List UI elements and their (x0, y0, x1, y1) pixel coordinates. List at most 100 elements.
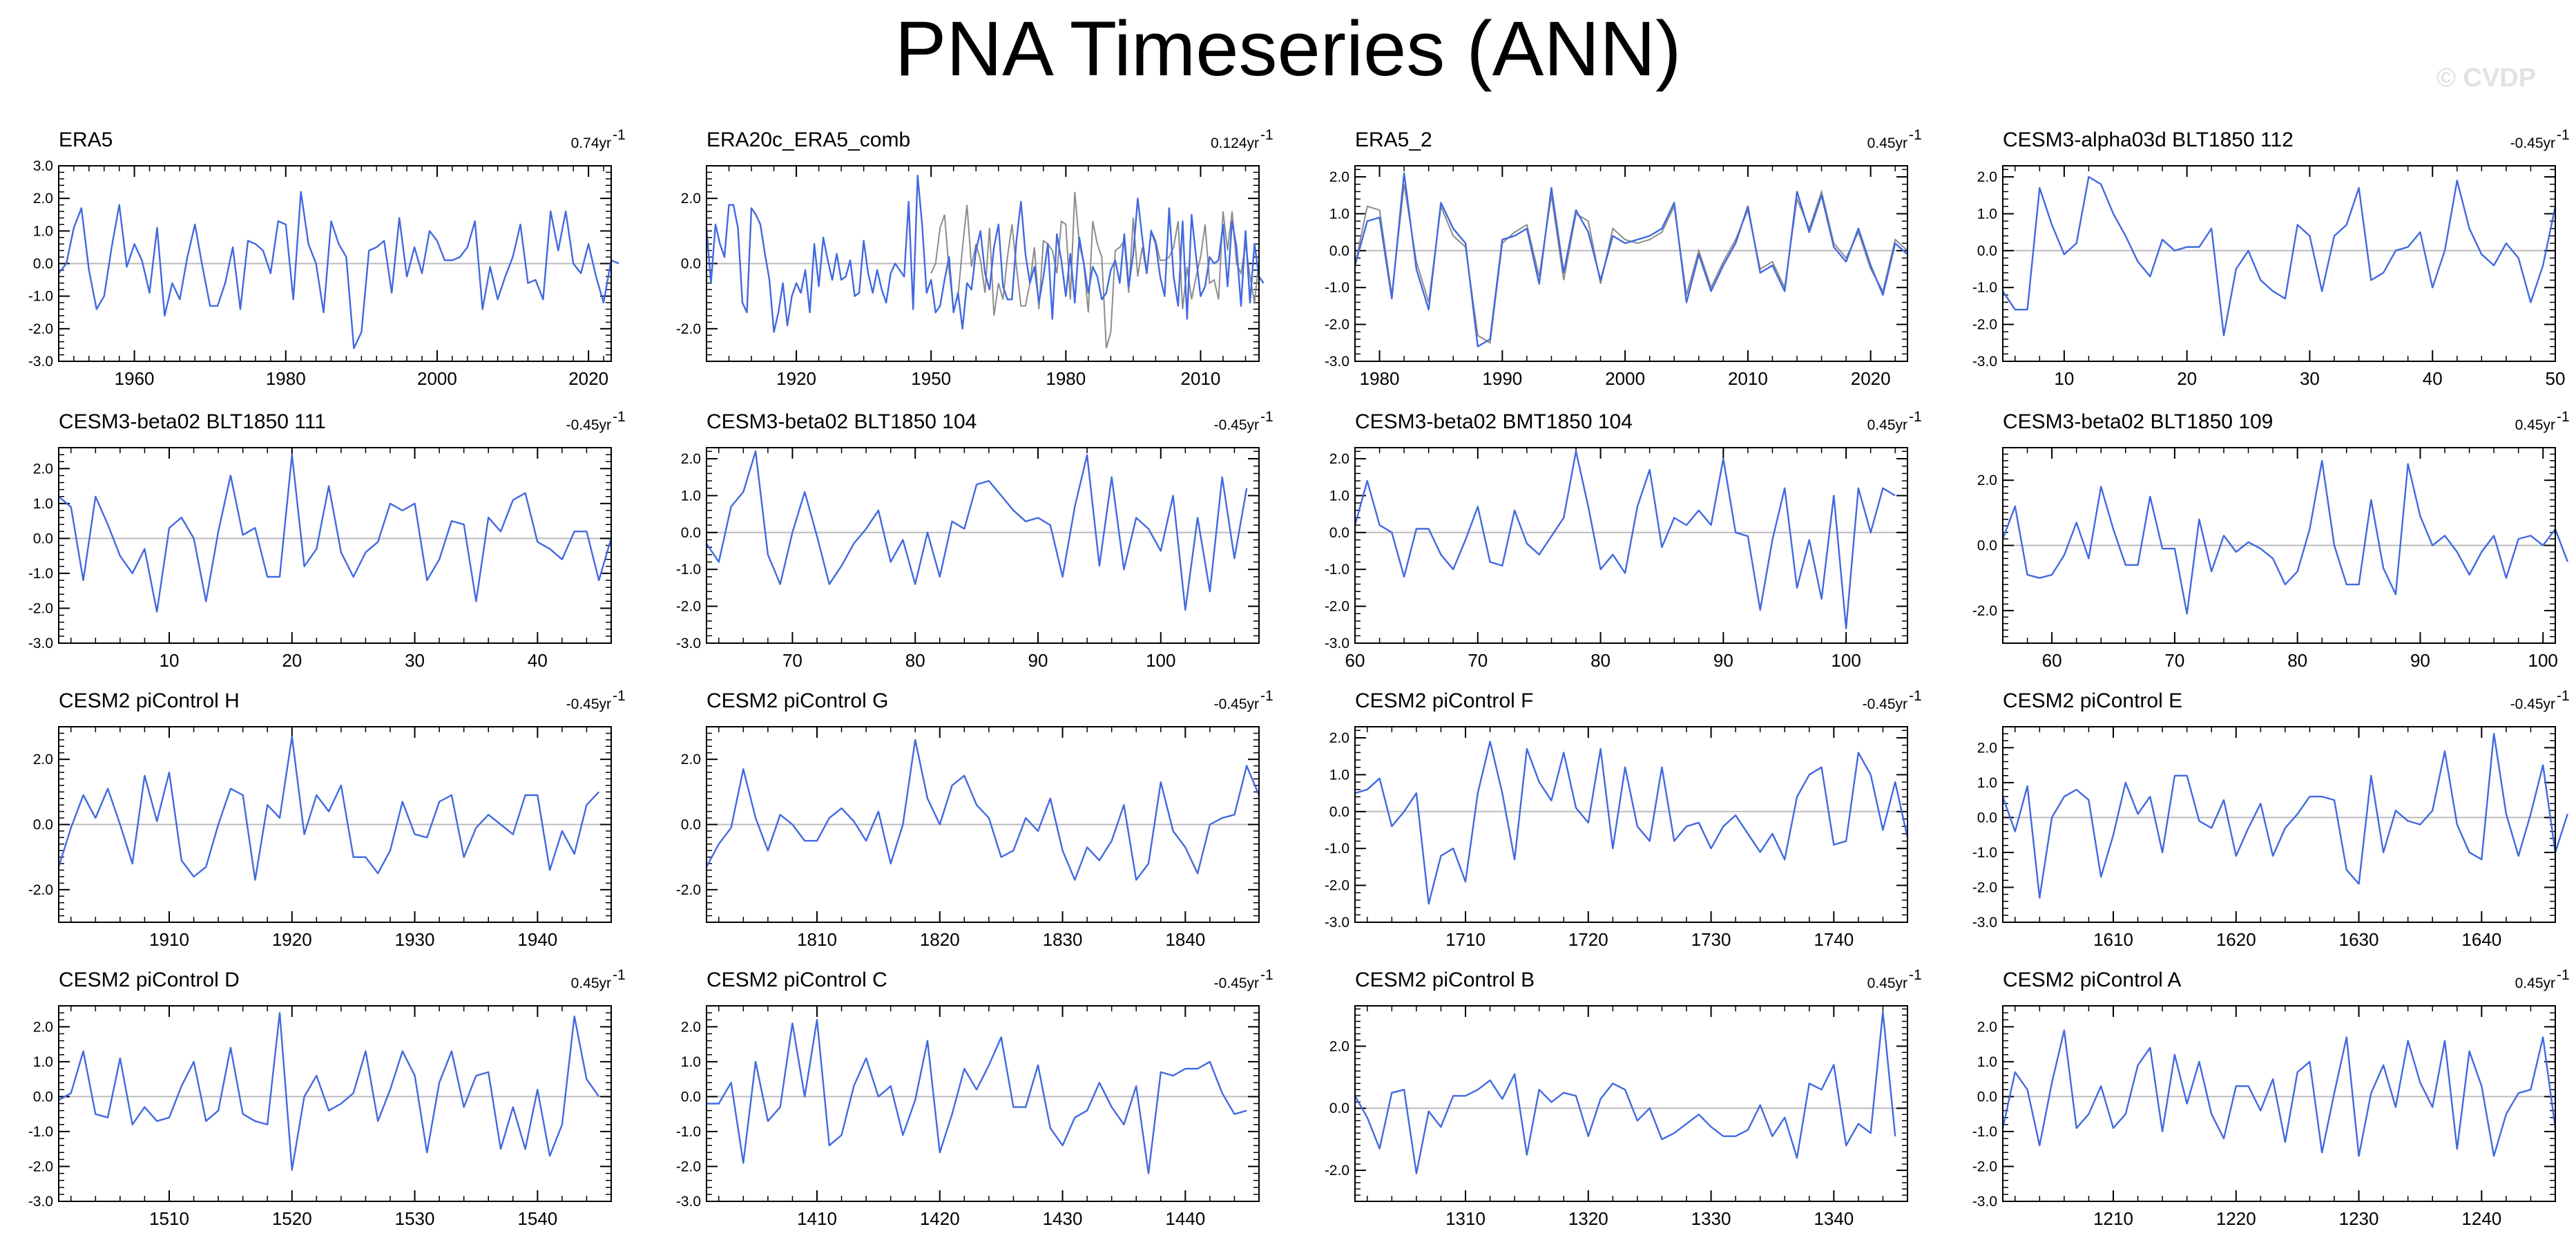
x-tick-label: 1640 (2461, 929, 2501, 950)
y-tick-label: 0.0 (33, 531, 53, 546)
trend-exponent: -1 (2557, 688, 2570, 704)
plot-frame (706, 726, 1260, 923)
x-tick-label: 80 (1590, 650, 1611, 671)
y-tick-label: 0.0 (1329, 1100, 1349, 1116)
y-tick-label: 2.0 (1977, 740, 1997, 756)
y-tick-label: 0.0 (1977, 538, 1997, 554)
panel-title: ERA5 (59, 128, 113, 151)
x-tick-label: 70 (2164, 650, 2184, 671)
y-tick-label: -2.0 (1972, 317, 1997, 333)
panel-13: CESM2 piControl C -0.45yr-1 2.0 1.0 0.0 -1.0 -… (676, 967, 1273, 1229)
x-tick-label: 90 (1028, 650, 1048, 671)
y-tick-label: -2.0 (1972, 879, 1997, 895)
y-tick-label: -2.0 (28, 1159, 53, 1174)
x-tick-label: 1240 (2461, 1208, 2501, 1229)
y-tick-label: 0.0 (681, 817, 701, 833)
trend-exponent: -1 (1260, 688, 1273, 704)
trend-exponent: -1 (1909, 409, 1922, 425)
panel-0: ERA5 0.74yr-1 3.0 2.0 1.0 0.0 -1.0 -2.0 -3.0 1960… (28, 127, 626, 389)
x-tick-label: 1310 (1445, 1208, 1486, 1229)
x-tick-label: 1540 (517, 1208, 557, 1229)
y-tick-label: 0.0 (681, 525, 701, 541)
pna-series-line (2002, 175, 2557, 336)
panel-9: CESM2 piControl G -0.45yr-1 2.0 0.0 -2.0 1810… (676, 688, 1273, 950)
panel-title: CESM3-beta02 BLT1850 104 (707, 410, 977, 433)
panel-title: ERA5_2 (1355, 128, 1432, 151)
x-tick-label: 80 (2287, 650, 2307, 671)
y-tick-label: 1.0 (33, 223, 53, 239)
y-tick-label: -3.0 (1972, 354, 1997, 370)
panel-10: CESM2 piControl F -0.45yr-1 2.0 1.0 0.0 -1.0 -… (1325, 688, 1922, 950)
y-tick-label: 2.0 (33, 461, 53, 477)
y-tick-label: -2.0 (676, 599, 701, 615)
cvdp-watermark: © CVDP (2436, 64, 2537, 93)
panel-trend: -0.45yr (566, 417, 611, 433)
plot-frame (706, 165, 1260, 362)
y-tick-label: -1.0 (1325, 280, 1349, 296)
panel-15: CESM2 piControl A 0.45yr-1 2.0 1.0 0.0 -1.0 -2… (1972, 967, 2570, 1229)
panel-title: CESM2 piControl H (59, 689, 240, 712)
x-tick-label: 1930 (395, 929, 435, 950)
y-tick-label: 2.0 (681, 1019, 701, 1035)
y-tick-label: 2.0 (33, 191, 53, 207)
y-tick-label: -1.0 (28, 289, 53, 305)
x-tick-label: 2010 (1181, 368, 1221, 389)
x-tick-label: 1440 (1165, 1208, 1205, 1229)
pna-series-line (57, 735, 600, 881)
x-tick-label: 1320 (1568, 1208, 1608, 1229)
y-tick-label: -2.0 (676, 321, 701, 337)
panel-trend: 0.45yr (1867, 417, 1907, 433)
y-tick-label: 0.0 (1977, 1089, 1997, 1105)
panel-trend: -0.45yr (2510, 135, 2555, 151)
pna-series-line (1354, 172, 1908, 347)
y-tick-label: 0.0 (1329, 243, 1349, 259)
x-tick-label: 1910 (149, 929, 189, 950)
y-tick-label: 2.0 (1977, 473, 1997, 488)
y-tick-label: 2.0 (1329, 169, 1349, 185)
x-tick-label: 1740 (1814, 929, 1854, 950)
panel-8: CESM2 piControl H -0.45yr-1 2.0 0.0 -2.0 1910… (28, 688, 626, 950)
y-tick-label: -2.0 (28, 600, 53, 616)
x-tick-label: 1510 (149, 1208, 189, 1229)
y-tick-label: -1.0 (1325, 841, 1349, 857)
pna-series-line (1354, 1011, 1896, 1174)
y-tick-label: 1.0 (681, 1054, 701, 1070)
panel-trend: -0.45yr (1214, 696, 1259, 712)
x-tick-label: 1810 (797, 929, 837, 950)
x-tick-label: 1820 (920, 929, 960, 950)
y-tick-label: -1.0 (28, 566, 53, 582)
plot-frame (1354, 165, 1908, 362)
pna-series-line (1354, 450, 1896, 629)
trend-exponent: -1 (2557, 409, 2570, 425)
panel-trend: -0.45yr (566, 696, 611, 712)
trend-exponent: -1 (1260, 967, 1273, 983)
pna-series-line (58, 453, 613, 613)
panel-trend: 0.45yr (1867, 135, 1907, 151)
x-tick-label: 1210 (2093, 1208, 2133, 1229)
panel-title: CESM3-beta02 BLT1850 111 (59, 410, 326, 433)
panel-title: CESM2 piControl D (59, 969, 240, 991)
y-tick-label: 1.0 (681, 488, 701, 504)
y-tick-label: -1.0 (1325, 562, 1349, 578)
x-tick-label: 1410 (797, 1208, 837, 1229)
panel-6: CESM3-beta02 BMT1850 104 0.45yr-1 2.0 1.0 0.… (1325, 409, 1922, 671)
x-tick-label: 1990 (1482, 368, 1522, 389)
plot-frame (2002, 726, 2556, 923)
panel-12: CESM2 piControl D 0.45yr-1 2.0 1.0 0.0 -1.0 -2… (28, 967, 626, 1229)
panel-5: CESM3-beta02 BLT1850 104 -0.45yr-1 2.0 1.0 0… (676, 409, 1273, 671)
panel-title: ERA20c_ERA5_comb (707, 128, 910, 151)
x-tick-label: 2000 (1605, 368, 1645, 389)
x-tick-label: 1520 (272, 1208, 312, 1229)
trend-exponent: -1 (1260, 409, 1273, 425)
y-tick-label: 1.0 (1977, 1054, 1997, 1070)
panel-title: CESM2 piControl A (2003, 969, 2181, 991)
panel-11: CESM2 piControl E -0.45yr-1 2.0 1.0 0.0 -1.0 -… (1972, 688, 2570, 950)
panel-trend: -0.45yr (1214, 417, 1259, 433)
y-tick-label: 2.0 (33, 752, 53, 768)
y-tick-label: -2.0 (1325, 878, 1349, 894)
panel-title: CESM3-beta02 BLT1850 109 (2003, 410, 2273, 433)
y-tick-label: 0.0 (681, 256, 701, 272)
y-tick-label: 1.0 (1977, 775, 1997, 791)
x-tick-label: 1950 (911, 368, 951, 389)
